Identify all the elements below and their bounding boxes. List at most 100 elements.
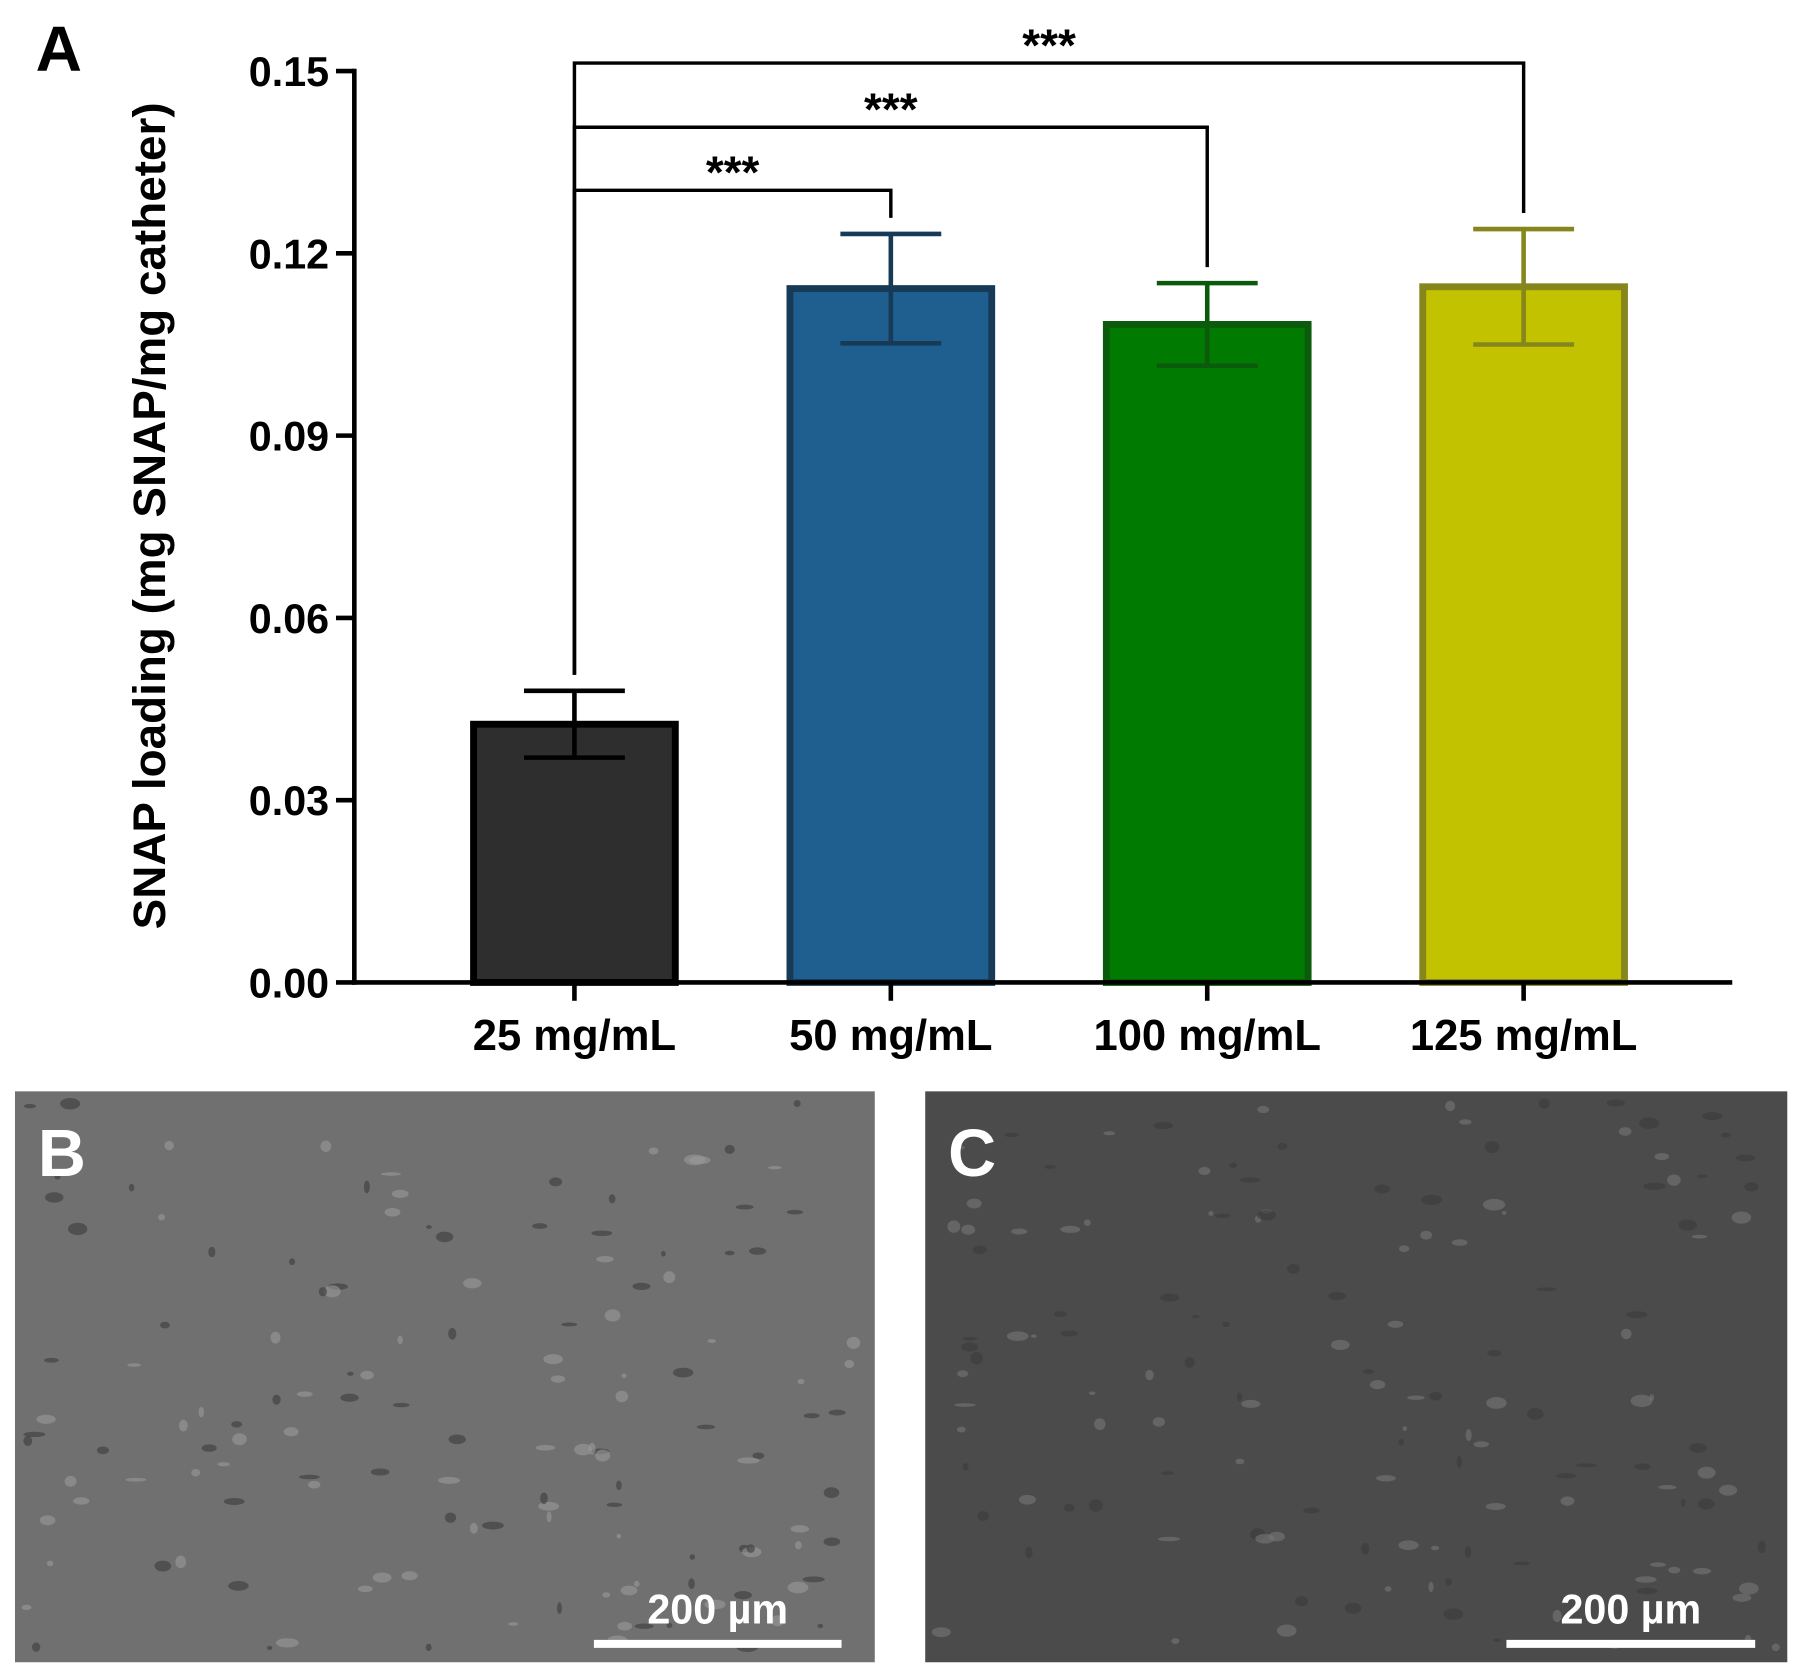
- micrograph-texture: [1011, 1228, 1028, 1235]
- micrograph-texture: [1276, 1624, 1297, 1637]
- micrograph-texture: [1030, 1334, 1037, 1338]
- micrograph-texture: [648, 1147, 659, 1155]
- micrograph-texture: [1088, 1391, 1096, 1396]
- micrograph-texture: [1744, 1182, 1759, 1192]
- y-tick-label: 0.12: [249, 231, 329, 277]
- micrograph-texture: [966, 1198, 982, 1209]
- micrograph-texture: [1513, 1561, 1531, 1566]
- micrograph-texture: [1428, 1391, 1443, 1401]
- micrograph-texture: [1407, 1395, 1425, 1400]
- micrograph-texture: [1006, 1331, 1029, 1341]
- significance-label: ***: [864, 83, 918, 135]
- micrograph-texture: [178, 1419, 188, 1432]
- micrograph-texture: [283, 1427, 299, 1437]
- micrograph-texture: [574, 1443, 593, 1456]
- micrograph-texture: [1255, 1533, 1275, 1544]
- micrograph-texture: [231, 1421, 243, 1428]
- micrograph-texture: [1445, 1578, 1453, 1586]
- micrograph-texture: [36, 1414, 56, 1424]
- micrograph-texture: [1208, 1211, 1214, 1216]
- micrograph-texture: [31, 1642, 41, 1652]
- micrograph-texture: [931, 1627, 951, 1638]
- micrograph-texture: [790, 1525, 810, 1533]
- micrograph-texture: [60, 1097, 81, 1110]
- micrograph-texture: [1464, 1546, 1472, 1558]
- micrograph-texture: [954, 1403, 976, 1407]
- micrograph-texture: [1697, 1498, 1715, 1510]
- micrograph-texture: [508, 1622, 519, 1626]
- micrograph-texture: [397, 1335, 403, 1345]
- micrograph-texture: [323, 1285, 341, 1298]
- micrograph-texture: [823, 1487, 840, 1499]
- micrograph-texture: [463, 1278, 482, 1289]
- micrograph-texture: [634, 1623, 654, 1629]
- micrograph-texture: [127, 1363, 142, 1367]
- micrograph-texture: [1361, 1542, 1370, 1555]
- micrograph-texture: [1635, 1576, 1657, 1583]
- micrograph-texture: [1428, 1581, 1434, 1593]
- micrograph-texture: [391, 1189, 409, 1198]
- micrograph-texture: [448, 1327, 457, 1340]
- micrograph-texture: [23, 1431, 46, 1437]
- significance-bracket: [572, 61, 1526, 675]
- micrograph-texture: [1191, 1314, 1200, 1319]
- micrograph-texture: [1159, 1293, 1180, 1302]
- panel-label: B: [38, 1117, 86, 1191]
- error-bar: [840, 231, 942, 346]
- micrograph-texture: [787, 1581, 809, 1594]
- micrograph-texture: [1241, 1399, 1261, 1408]
- micrograph-texture: [591, 1230, 613, 1237]
- y-tick-label: 0.09: [249, 414, 329, 460]
- micrograph-texture: [1060, 1225, 1081, 1234]
- micrograph-texture: [370, 1468, 390, 1476]
- micrograph-texture: [1465, 1429, 1472, 1441]
- micrograph-texture: [1214, 1213, 1231, 1219]
- micrograph-texture: [426, 1225, 432, 1229]
- micrograph-texture: [1626, 1311, 1648, 1319]
- micrograph-texture: [549, 1177, 563, 1187]
- micrograph-texture: [1692, 1567, 1712, 1575]
- micrograph-texture: [444, 1512, 457, 1523]
- micrograph-texture: [947, 1220, 961, 1233]
- micrograph-texture: [270, 1331, 281, 1344]
- error-bar: [1156, 280, 1258, 369]
- micrograph-texture: [201, 1444, 217, 1452]
- micrograph-texture: [1736, 1154, 1756, 1162]
- micrograph-texture: [1145, 1369, 1154, 1381]
- panel-label: C: [948, 1117, 996, 1191]
- scale-bar-label: 200 µm: [1560, 1586, 1701, 1632]
- error-bar: [1473, 226, 1575, 347]
- micrograph-texture: [232, 1433, 247, 1446]
- significance-label: ***: [706, 146, 760, 198]
- micrograph-texture: [1060, 1330, 1079, 1337]
- micrograph-texture: [438, 1476, 460, 1484]
- micrograph-texture: [308, 1480, 321, 1489]
- micrograph-texture: [749, 1247, 767, 1255]
- micrograph-texture: [1018, 1494, 1036, 1505]
- micrograph-texture: [696, 1424, 716, 1430]
- micrograph-texture: [1303, 1507, 1320, 1514]
- micrograph-texture: [1184, 1357, 1195, 1368]
- micrograph-texture: [632, 1282, 651, 1291]
- micrograph-texture: [363, 1180, 370, 1194]
- micrograph-texture: [1344, 1602, 1362, 1614]
- micrograph-texture: [672, 1367, 694, 1378]
- micrograph-texture: [666, 1622, 673, 1628]
- error-bar: [523, 688, 625, 760]
- micrograph-texture: [844, 1359, 855, 1369]
- micrograph-texture: [621, 1373, 627, 1379]
- micrograph-texture: [1484, 1141, 1500, 1154]
- micrograph-texture: [46, 1560, 54, 1567]
- micrograph-texture: [1538, 1098, 1550, 1109]
- micrograph-texture: [1295, 1596, 1308, 1607]
- micrograph-texture: [532, 1223, 548, 1229]
- micrograph-texture: [360, 1370, 374, 1380]
- micrograph-texture: [1158, 1536, 1180, 1542]
- micrograph-texture: [1732, 1593, 1752, 1602]
- micrograph-texture: [191, 1468, 201, 1477]
- micrograph-texture: [23, 1104, 37, 1109]
- micrograph-texture: [1257, 1105, 1270, 1114]
- micrograph-texture: [392, 1402, 410, 1408]
- micrograph-texture: [1668, 1566, 1681, 1574]
- micrograph-texture: [962, 1337, 978, 1341]
